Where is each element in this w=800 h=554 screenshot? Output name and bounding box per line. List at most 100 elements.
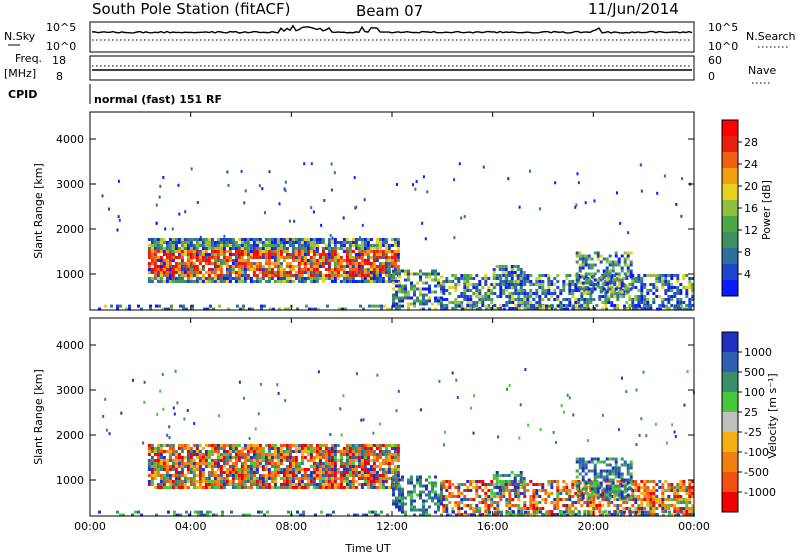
- velocity-cell: [550, 480, 554, 483]
- power-cell: [268, 170, 271, 174]
- power-colorbar-segment: [722, 152, 738, 169]
- power-cell: [375, 280, 379, 283]
- velocity-cell: [273, 474, 277, 477]
- power-cell: [312, 253, 316, 256]
- velocity-cell: [315, 453, 319, 456]
- power-cell: [499, 286, 503, 289]
- power-cell: [180, 253, 184, 256]
- velocity-cell: [258, 474, 262, 477]
- power-cell: [529, 274, 533, 277]
- velocity-cell: [523, 489, 527, 492]
- velocity-cell: [279, 471, 283, 474]
- velocity-cell: [237, 453, 241, 456]
- power-cell: [390, 256, 394, 259]
- velocity-cell: [395, 496, 398, 500]
- velocity-cell: [270, 480, 274, 483]
- velocity-cell: [685, 510, 689, 513]
- velocity-cell: [602, 460, 606, 464]
- velocity-cell: [590, 493, 594, 497]
- velocity-cell: [673, 510, 677, 513]
- power-cell: [530, 304, 533, 308]
- velocity-cell: [395, 505, 398, 509]
- velocity-cell: [398, 493, 401, 497]
- velocity-cell: [481, 501, 485, 504]
- velocity-cell: [513, 492, 517, 495]
- power-cell: [461, 307, 464, 311]
- power-cell: [171, 280, 175, 283]
- velocity-cell: [291, 474, 295, 477]
- velocity-cell: [601, 413, 604, 417]
- power-cell: [155, 221, 158, 225]
- power-cell: [513, 286, 517, 289]
- power-cell: [360, 250, 364, 253]
- power-cell: [261, 277, 265, 280]
- power-cell: [544, 289, 548, 292]
- velocity-cell: [183, 480, 187, 483]
- velocity-cell: [206, 513, 209, 517]
- power-cell: [363, 253, 367, 256]
- power-cell: [357, 253, 361, 256]
- velocity-cell: [231, 444, 235, 447]
- power-cell: [472, 283, 476, 286]
- power-cell: [577, 298, 581, 301]
- velocity-cell: [372, 450, 376, 453]
- power-cell: [327, 262, 331, 265]
- power-cell: [195, 238, 199, 241]
- velocity-cell: [596, 457, 600, 461]
- power-cell: [387, 250, 391, 253]
- power-cell: [234, 259, 238, 262]
- velocity-cell: [207, 477, 211, 480]
- power-colorbar-tick-label: 12: [744, 224, 758, 237]
- power-cell: [381, 277, 385, 280]
- power-cell: [378, 244, 382, 247]
- velocity-cell: [496, 507, 500, 510]
- power-cell: [162, 176, 165, 179]
- power-cell: [282, 277, 286, 280]
- velocity-cell: [499, 498, 503, 501]
- power-cell: [110, 304, 113, 308]
- power-cell: [312, 250, 316, 253]
- velocity-cell: [162, 486, 166, 489]
- power-cell: [219, 274, 223, 277]
- velocity-cell: [445, 507, 449, 510]
- velocity-cell: [505, 501, 509, 504]
- velocity-cell: [249, 444, 253, 447]
- velocity-cell: [219, 483, 223, 486]
- velocity-cell: [634, 501, 638, 504]
- power-cell: [207, 277, 211, 280]
- power-cell: [445, 304, 449, 307]
- velocity-cell: [351, 477, 355, 480]
- power-cell: [201, 241, 205, 244]
- power-cell: [357, 262, 361, 265]
- power-cell: [646, 289, 650, 292]
- velocity-cell: [451, 371, 454, 375]
- power-cell: [596, 254, 600, 258]
- velocity-cell: [267, 453, 271, 456]
- velocity-cell: [463, 504, 467, 507]
- power-cell: [216, 259, 220, 262]
- velocity-cell: [460, 498, 464, 501]
- power-cell: [440, 299, 443, 303]
- power-cell: [288, 277, 292, 280]
- velocity-cell: [288, 450, 292, 453]
- power-cell: [291, 274, 295, 277]
- power-cell: [201, 256, 205, 259]
- power-cell: [345, 241, 349, 244]
- velocity-cell: [330, 444, 334, 447]
- power-cell: [125, 307, 128, 311]
- power-cell: [590, 307, 593, 311]
- power-cell: [620, 266, 624, 270]
- velocity-cell: [676, 507, 680, 510]
- velocity-cell: [369, 486, 373, 489]
- velocity-cell: [380, 510, 383, 514]
- velocity-cell: [629, 478, 633, 482]
- power-cell: [354, 241, 358, 244]
- velocity-cell: [384, 456, 388, 459]
- velocity-cell: [649, 507, 653, 510]
- velocity-cell: [345, 459, 349, 462]
- power-cell: [583, 304, 587, 307]
- power-cell: [360, 253, 364, 256]
- velocity-cell: [508, 495, 512, 498]
- velocity-cell: [192, 453, 196, 456]
- velocity-cell: [655, 498, 659, 501]
